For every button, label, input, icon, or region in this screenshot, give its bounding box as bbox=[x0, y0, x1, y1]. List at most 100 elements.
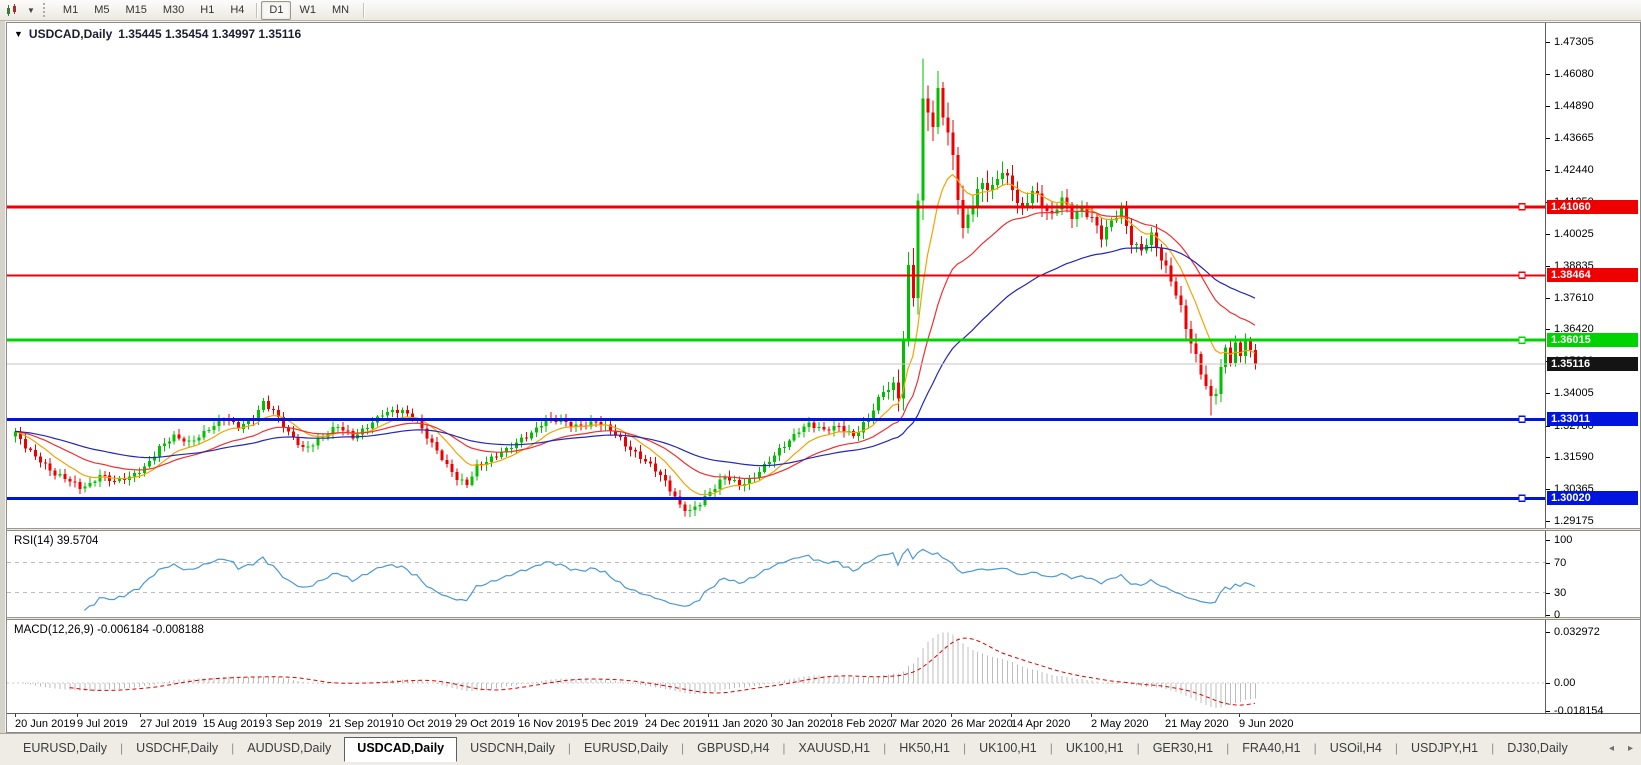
chart-tab-fra40-h1[interactable]: FRA40,H1 bbox=[1242, 741, 1301, 755]
macd-chart-canvas[interactable] bbox=[7, 620, 1545, 713]
timeframe-button-mn[interactable]: MN bbox=[331, 3, 350, 16]
rsi-tick bbox=[1546, 563, 1550, 564]
tab-separator: | bbox=[120, 741, 124, 755]
pane-splitter-macd[interactable] bbox=[7, 617, 1640, 620]
macd-tick bbox=[1546, 632, 1550, 633]
price-axis[interactable]: 1.473051.460801.448901.436651.424401.412… bbox=[1545, 23, 1640, 528]
pane-splitter-rsi[interactable] bbox=[7, 528, 1640, 531]
price-chart-canvas[interactable] bbox=[7, 23, 1545, 528]
timeframe-button-d1[interactable]: D1 bbox=[261, 0, 292, 20]
price-tick bbox=[1546, 74, 1550, 75]
chart-tab-uk100-h1[interactable]: UK100,H1 bbox=[1065, 741, 1124, 755]
tab-scroll-controls: ◂ ▸ bbox=[1609, 743, 1633, 754]
tab-separator: | bbox=[681, 741, 685, 755]
rsi-tick bbox=[1546, 593, 1550, 594]
level-price-tag: 1.33011 bbox=[1547, 412, 1638, 426]
price-tick bbox=[1546, 234, 1550, 235]
tab-separator: | bbox=[1313, 741, 1317, 755]
price-tick bbox=[1546, 329, 1550, 330]
charts-toolbar-icon[interactable] bbox=[4, 3, 22, 18]
tab-scroll-right-icon[interactable]: ▸ bbox=[1627, 743, 1633, 754]
price-tick-label: 1.47305 bbox=[1554, 36, 1594, 48]
date-label: 5 Dec 2019 bbox=[582, 718, 639, 730]
chart-menu-toggle[interactable]: ▼ bbox=[14, 29, 23, 39]
chart-tab-bar: EURUSD,Daily | USDCHF,Daily | AUDUSD,Daily US… bbox=[0, 733, 1641, 765]
rsi-pane[interactable]: RSI(14) 39.5704 100 70 30 0 bbox=[7, 531, 1640, 621]
rsi-chart-canvas[interactable] bbox=[7, 531, 1545, 617]
date-label: 16 Nov 2019 bbox=[518, 718, 581, 730]
timeframe-button-w1[interactable]: W1 bbox=[299, 3, 316, 16]
chart-tab-usdcnh-daily[interactable]: USDCNH,Daily bbox=[470, 741, 555, 755]
price-tick-label: 1.37610 bbox=[1554, 292, 1594, 304]
chart-tab-xauusd-h1[interactable]: XAUUSD,H1 bbox=[798, 741, 871, 755]
tab-separator: | bbox=[1226, 741, 1230, 755]
macd-axis[interactable]: 0.032972 0.00 -0.018154 bbox=[1545, 620, 1640, 717]
macd-label: MACD(12,26,9) -0.006184 -0.008188 bbox=[14, 624, 204, 636]
timeframe-button-h1[interactable]: H1 bbox=[200, 3, 215, 16]
price-tick-label: 1.31590 bbox=[1554, 451, 1594, 463]
price-tick bbox=[1546, 106, 1550, 107]
chart-tab-usdchf-daily[interactable]: USDCHF,Daily bbox=[136, 741, 219, 755]
top-toolbar: ▼ M1 M5 M15 M30 H1 H4 D1 W1 MN bbox=[0, 0, 1641, 21]
date-tick bbox=[1165, 714, 1166, 717]
chart-tab-eurusd-daily[interactable]: EURUSD,Daily bbox=[23, 741, 108, 755]
rsi-tick-label: 70 bbox=[1554, 557, 1567, 569]
tab-scroll-left-icon[interactable]: ◂ bbox=[1608, 743, 1614, 754]
date-label: 11 Jan 2020 bbox=[708, 718, 768, 730]
date-tick bbox=[518, 714, 519, 717]
chart-tab-uk100-h1[interactable]: UK100,H1 bbox=[979, 741, 1037, 755]
timeframe-button-m15[interactable]: M15 bbox=[125, 3, 147, 16]
chart-symbol-label: USDCAD,Daily bbox=[28, 27, 113, 41]
chart-tab-hk50-h1[interactable]: HK50,H1 bbox=[899, 741, 950, 755]
price-tick bbox=[1546, 266, 1550, 267]
bid-price-tag: 1.35116 bbox=[1547, 357, 1638, 371]
chart-tab-ger30-h1[interactable]: GER30,H1 bbox=[1152, 741, 1214, 755]
date-tick bbox=[645, 714, 646, 717]
date-tick bbox=[1011, 714, 1012, 717]
timeframe-button-m30[interactable]: M30 bbox=[162, 3, 185, 16]
level-price-tag: 1.36015 bbox=[1547, 333, 1638, 347]
tab-separator: | bbox=[231, 741, 235, 755]
price-tick bbox=[1546, 298, 1550, 299]
date-tick bbox=[708, 714, 709, 717]
macd-tick bbox=[1546, 683, 1550, 684]
rsi-axis[interactable]: 100 70 30 0 bbox=[1545, 531, 1640, 621]
date-tick bbox=[15, 714, 16, 717]
price-tick-label: 1.40025 bbox=[1554, 228, 1594, 240]
chart-tab-usdjpy-h1[interactable]: USDJPY,H1 bbox=[1410, 741, 1479, 755]
price-pane[interactable]: ▼ USDCAD,Daily 1.35445 1.35454 1.34997 1… bbox=[7, 23, 1640, 528]
price-tick-label: 1.46080 bbox=[1554, 68, 1594, 80]
tab-separator: | bbox=[782, 741, 786, 755]
timeframe-button-m1[interactable]: M1 bbox=[62, 3, 79, 16]
chart-tab-audusd-daily[interactable]: AUDUSD,Daily bbox=[247, 741, 332, 755]
date-tick bbox=[392, 714, 393, 717]
macd-pane[interactable]: MACD(12,26,9) -0.006184 -0.008188 0.0329… bbox=[7, 620, 1640, 717]
chart-tab-usoil-h4[interactable]: USOil,H4 bbox=[1329, 741, 1382, 755]
macd-tick-label: -0.018154 bbox=[1554, 705, 1604, 717]
date-label: 7 Mar 2020 bbox=[891, 718, 947, 730]
date-tick bbox=[77, 714, 78, 717]
date-tick bbox=[1091, 714, 1092, 717]
chart-tab-usdcad-daily[interactable]: USDCAD,Daily bbox=[344, 737, 458, 762]
chevron-down-icon[interactable]: ▼ bbox=[27, 5, 35, 15]
timeframe-button-h4[interactable]: H4 bbox=[230, 3, 245, 16]
chart-tab-dj30-daily[interactable]: DJ30,Daily bbox=[1507, 741, 1568, 755]
date-label: 3 Sep 2019 bbox=[266, 718, 323, 730]
chart-tab-eurusd-daily[interactable]: EURUSD,Daily bbox=[583, 741, 669, 755]
macd-tick bbox=[1546, 711, 1550, 712]
chart-tab-gbpusd-h4[interactable]: GBPUSD,H4 bbox=[697, 741, 770, 755]
date-label: 21 Sep 2019 bbox=[329, 718, 392, 730]
price-tick bbox=[1546, 42, 1550, 43]
date-tick bbox=[1239, 714, 1240, 717]
date-label: 29 Oct 2019 bbox=[455, 718, 515, 730]
date-tick bbox=[582, 714, 583, 717]
time-axis[interactable]: 20 Jun 2019 9 Jul 2019 27 Jul 2019 15 Aug 2… bbox=[7, 713, 1640, 732]
chart-title: ▼ USDCAD,Daily 1.35445 1.35454 1.34997 1… bbox=[14, 27, 301, 41]
date-tick bbox=[951, 714, 952, 717]
timeframe-button-m5[interactable]: M5 bbox=[94, 3, 110, 16]
chart-ohlc-values: 1.35445 1.35454 1.34997 1.35116 bbox=[118, 27, 302, 41]
price-tick-label: 1.34005 bbox=[1554, 387, 1594, 399]
tab-separator: | bbox=[1491, 741, 1495, 755]
date-tick bbox=[455, 714, 456, 717]
date-label: 27 Jul 2019 bbox=[140, 718, 197, 730]
